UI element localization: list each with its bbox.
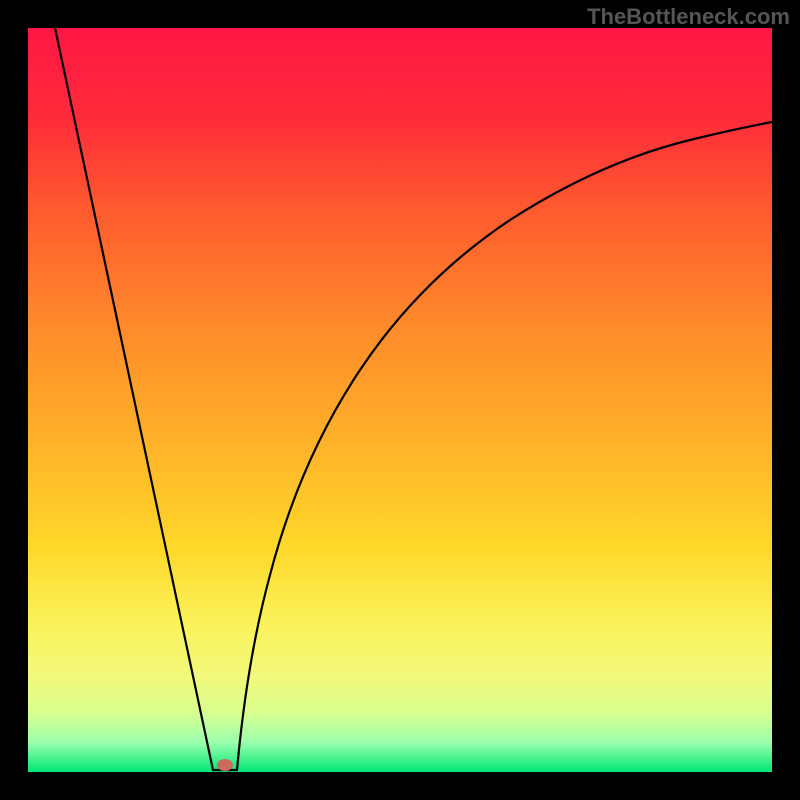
plot-gradient-area bbox=[28, 28, 772, 772]
frame-border-1 bbox=[0, 772, 800, 800]
chart-container: TheBottleneck.com bbox=[0, 0, 800, 800]
minimum-marker bbox=[217, 759, 233, 771]
frame-border-3 bbox=[772, 0, 800, 800]
frame-border-2 bbox=[0, 0, 28, 800]
watermark-text: TheBottleneck.com bbox=[587, 4, 790, 30]
bottleneck-chart bbox=[0, 0, 800, 800]
